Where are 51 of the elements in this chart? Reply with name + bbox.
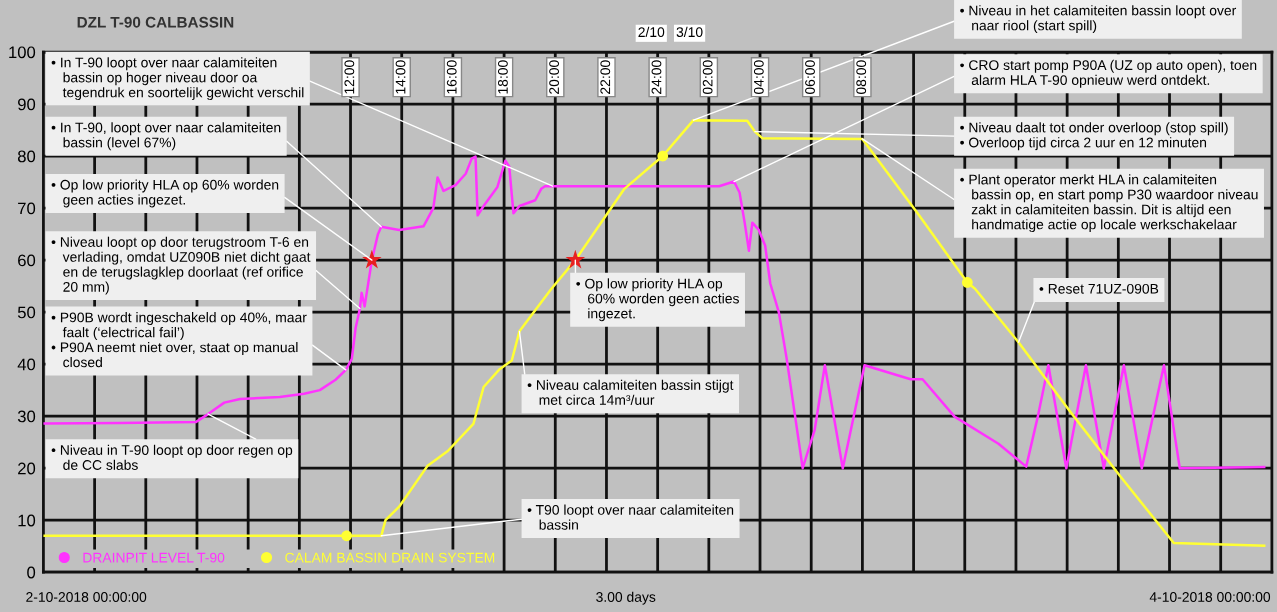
x-tick-label: 20:00 <box>549 60 560 94</box>
y-tick-label: 20 <box>18 462 36 475</box>
text: 4-10-2018 00:00:00 <box>1149 592 1271 602</box>
annotation: • P90B wordt ingeschakeld op 40%, maar faalt (‘electrical fail’) • P90A neemt niet over, staat op manual closed <box>51 312 307 368</box>
y-tick-label: 10 <box>18 514 36 527</box>
y-tick-label: 50 <box>17 306 36 319</box>
x-tick-label: 08:00 <box>856 60 867 95</box>
text: 3/10 <box>676 26 703 38</box>
annotation: • T90 loopt over naar calamiteiten bassin <box>527 504 734 530</box>
legend-label: CALAM BASSIN DRAIN SYSTEM <box>285 552 495 563</box>
y-tick-label: 100 <box>9 46 36 59</box>
annotation: • Niveau loopt op door terugstroom T-6 en verlading, omdat UZ090B niet dicht gaat en de terugslagklep doorlaat (ref orifice 20 mm) <box>51 236 311 295</box>
annotation: • Niveau in het calamiteiten bassin loopt over naar riool (start spill) <box>960 5 1237 34</box>
x-tick-label: 12:00 <box>344 60 355 94</box>
y-tick-label: 90 <box>18 98 36 111</box>
annotation: • In T-90, loopt over naar calamiteiten bassin (level 67%) <box>51 122 281 151</box>
y-tick-label: 40 <box>17 358 36 371</box>
point <box>565 249 586 269</box>
x-tick-label: 22:00 <box>600 60 611 94</box>
chart-title: DZL T-90 CALBASSIN <box>77 16 234 28</box>
x-tick-label: 18:00 <box>497 60 508 94</box>
y-tick-label: 30 <box>17 410 36 423</box>
line-series <box>43 155 1266 470</box>
point <box>362 249 382 269</box>
text: 3.00 days <box>596 591 656 605</box>
y-tick-label: 70 <box>18 202 36 215</box>
annotation: • CRO start pomp P90A (UZ op auto open), toen alarm HLA T-90 opnieuw werd ontdekt. <box>960 59 1257 88</box>
annotation: • Niveau calamiteiten bassin stijgt met circa 14m³/uur <box>527 379 734 405</box>
annotation: • Plant operator merkt HLA in calamiteiten bassin op, en start pomp P30 waardoor niveau zakt in calamiteiten bassin. Dit is altijd een handmatige actie op locale werkschakelaar <box>960 174 1258 233</box>
x-tick-label: 16:00 <box>446 60 457 94</box>
line-series <box>43 118 1266 547</box>
x-tick-label: 02:00 <box>702 60 713 95</box>
legend-label: DRAINPIT LEVEL T-90 <box>83 552 225 563</box>
annotation: • Niveau daalt tot onder overloop (stop spill) • Overloop tijd circa 2 uur en 12 minuten <box>960 122 1228 151</box>
x-tick-label: 06:00 <box>805 60 815 95</box>
annotation: • Reset 71UZ-090B <box>1039 283 1159 294</box>
annotation: • Op low priority HLA op 60% worden geen acties ingezet. <box>576 278 739 322</box>
point <box>657 150 669 162</box>
y-tick-label: 0 <box>27 566 36 579</box>
point <box>341 530 353 542</box>
annotation: • Niveau in T-90 loopt op door regen op de CC slabs <box>51 444 293 470</box>
text: 2-10-2018 00:00:00 <box>26 592 147 602</box>
y-tick-label: 80 <box>17 150 36 163</box>
y-tick-label: 60 <box>18 254 36 267</box>
x-tick-label: 14:00 <box>395 60 406 94</box>
point <box>961 277 973 288</box>
annotation: • Op low priority HLA op 60% worden geen acties ingezet. <box>51 179 279 208</box>
x-tick-label: 24:00 <box>651 60 662 94</box>
text: 2/10 <box>638 26 665 38</box>
annotation: • In T-90 loopt over naar calamiteiten bassin op hoger niveau door oa tegendruk en soortelijk gewicht verschil <box>51 57 304 101</box>
x-tick-label: 04:00 <box>753 60 764 95</box>
